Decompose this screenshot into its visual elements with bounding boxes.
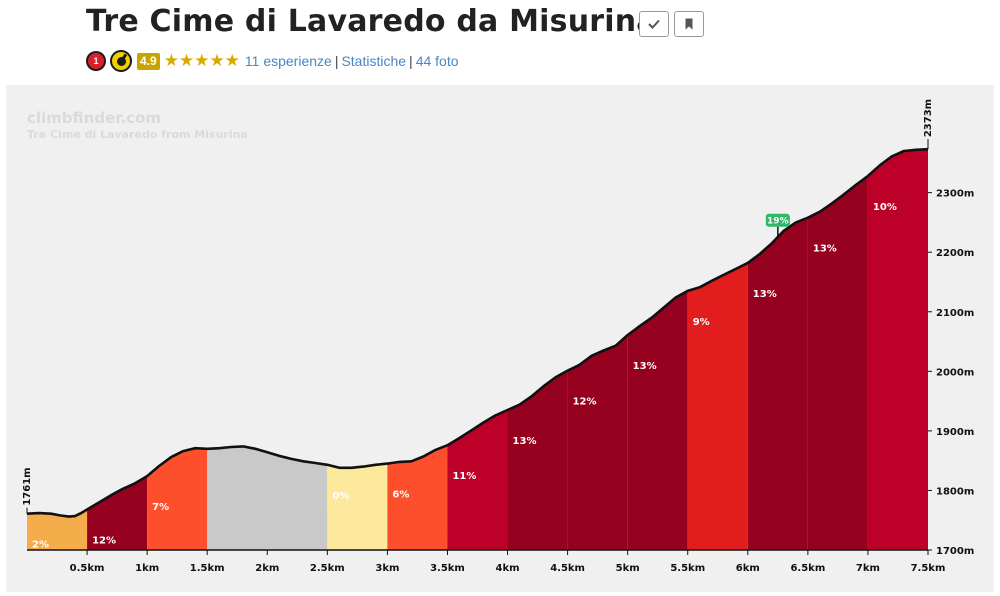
gradient-label: 13% (753, 289, 777, 300)
x-tick-label: 2km (255, 563, 279, 574)
peak-marker-badge (765, 213, 790, 227)
x-tick-label: 4.5km (550, 563, 585, 574)
check-icon (648, 19, 660, 29)
experiences-link[interactable]: 11 esperienze (244, 53, 332, 69)
gradient-label: 13% (513, 436, 537, 447)
climb-meta-row: 1 4.9 ★★★★★ 11 esperienze | Statistiche … (86, 50, 459, 72)
gradient-segment (327, 463, 388, 550)
x-tick-label: 5.5km (670, 563, 705, 574)
x-axis-ticks: 0.5km 1km 1.5km 2km 2.5km 3km 3.5km 4km 4.5km 5km… (70, 550, 946, 574)
y-tick-label: 1700m (936, 546, 974, 557)
bookmark-icon (685, 18, 693, 30)
gradient-segment (147, 448, 208, 550)
gradient-label: 13% (633, 361, 657, 372)
elevation-profile-chart: climbfinder.com Tre Cime di Lavaredo fro… (22, 99, 974, 574)
gradient-segment (807, 176, 868, 550)
peak-marker-label: 19% (767, 217, 789, 227)
y-tick-label: 2200m (936, 248, 974, 259)
gradient-segment (87, 476, 148, 550)
elevation-endpoints: 1761m 2373m (22, 99, 934, 514)
y-axis-ticks: 1700m 1800m 1900m 2000m 2100m 2200m 2300m (928, 189, 974, 557)
x-tick-label: 2.5km (310, 563, 345, 574)
gradient-segment (27, 509, 88, 550)
gradient-label: 12% (573, 397, 597, 408)
gradient-segment (867, 149, 928, 550)
x-tick-label: 7km (856, 563, 880, 574)
profile-line (26, 147, 929, 518)
gradient-segments (27, 149, 928, 550)
gradient-label: 10% (873, 202, 897, 213)
elevation-chart-panel: climbfinder.com Tre Cime di Lavaredo fro… (6, 85, 994, 592)
x-tick-label: 1km (135, 563, 159, 574)
gradient-label: 0% (332, 491, 349, 502)
bookmark-button[interactable] (674, 11, 704, 37)
separator: | (409, 53, 413, 69)
gradient-segment (507, 370, 568, 550)
x-tick-label: 6.5km (790, 563, 825, 574)
category-badge-icon: 1 (86, 51, 106, 71)
end-elevation-label: 2373m (923, 99, 934, 137)
gradient-label: 2% (32, 540, 49, 551)
rating-badge: 4.9 (137, 52, 160, 70)
gradient-segment (627, 290, 688, 550)
x-tick-label: 7.5km (911, 563, 946, 574)
photos-link[interactable]: 44 foto (415, 53, 459, 69)
gradient-label: 6% (392, 490, 409, 501)
gradient-label: 11% (452, 471, 476, 482)
star-icon: ★★★★★ (163, 51, 240, 70)
gradient-segment (387, 445, 448, 550)
gradient-label: 9% (693, 317, 710, 328)
start-elevation-label: 1761m (22, 467, 33, 505)
gradient-segment (207, 446, 328, 550)
climb-header: Tre Cime di Lavaredo da Misurina 1 4.9 ★… (86, 2, 1000, 82)
x-tick-label: 1.5km (190, 563, 225, 574)
x-tick-label: 3.5km (430, 563, 465, 574)
gradient-labels: 2% 12% 7% 0% 6% 11% 13% 12% 13% 9% 13% 13% 10% (32, 202, 897, 551)
separator: | (334, 53, 339, 69)
gradient-segment (747, 217, 808, 550)
x-tick-label: 5km (616, 563, 640, 574)
gradient-label: 7% (152, 502, 169, 513)
page-title: Tre Cime di Lavaredo da Misurina (86, 4, 657, 39)
gradient-segment (687, 262, 748, 550)
x-tick-label: 6km (736, 563, 760, 574)
y-tick-label: 2100m (936, 308, 974, 319)
chart-watermark: climbfinder.com (27, 109, 161, 127)
gradient-label: 12% (92, 536, 116, 547)
gradient-segment (567, 335, 628, 550)
x-tick-label: 3km (375, 563, 399, 574)
mark-climbed-button[interactable] (639, 11, 669, 37)
y-tick-label: 2300m (936, 189, 974, 200)
category-badge-label: 1 (88, 53, 104, 69)
x-tick-label: 4km (496, 563, 520, 574)
chart-subtitle: Tre Cime di Lavaredo from Misurina (27, 128, 248, 141)
gradient-label: 13% (813, 244, 837, 255)
statistics-link[interactable]: Statistiche (341, 53, 407, 69)
x-tick-label: 0.5km (70, 563, 105, 574)
y-tick-label: 1800m (936, 486, 974, 497)
peak-gradient-marker: 19% (765, 213, 790, 237)
gradient-segment (447, 410, 508, 550)
y-tick-label: 1900m (936, 427, 974, 438)
bomb-icon (110, 50, 132, 72)
y-tick-label: 2000m (936, 367, 974, 378)
